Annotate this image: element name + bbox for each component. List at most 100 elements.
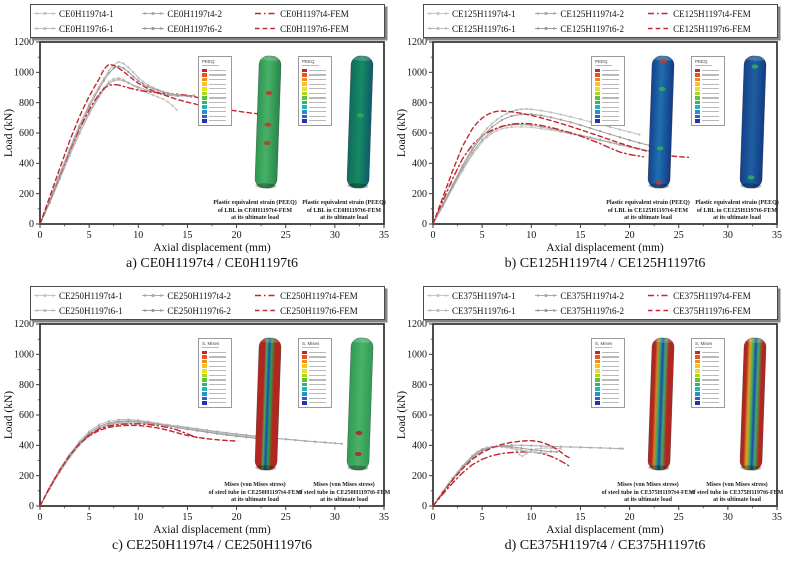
x-tick-label: 25	[281, 230, 291, 241]
y-tick-label: 0	[29, 501, 34, 512]
series-CE0H1197t6-2	[39, 65, 192, 225]
fem-inset: S, Mises Mises (von Mises stress) of steel…	[296, 336, 392, 508]
legend-entry-label: CE125H1197t6-1	[452, 23, 516, 34]
y-tick-label: 200	[412, 471, 427, 482]
inset-caption: Mises (von Mises stress) of steel tube in…	[689, 482, 785, 505]
plot-b: 0 5 10 15 20 25 30 35 0 200 400 600 800 1000 1200 Axial…	[396, 37, 782, 254]
inset-caption: Plastic equivalent strain (PEEQ) of LBL i…	[589, 200, 707, 223]
legend-entry-label: CE125H1197t4-1	[452, 8, 516, 19]
legend-entry-label: CE125H1197t4-2	[560, 8, 625, 19]
series-CE375H1197t4-FEM	[432, 451, 570, 507]
panel-caption-b: b) CE125H1197t4 / CE125H1197t6	[504, 256, 706, 271]
inset-caption-line: at its ultimate load	[624, 497, 672, 503]
fem-column-contour	[254, 55, 282, 189]
y-tick-label: 800	[19, 98, 34, 109]
legend-entry-label: CE375H1197t4-FEM	[673, 290, 751, 301]
y-tick-label: 400	[412, 441, 427, 452]
legend-entry: CE125H1197t6-2	[534, 24, 647, 34]
legend-entry-label: CE375H1197t4-2	[560, 290, 625, 301]
legend-box-d: CE375H1197t4-1 CE375H1197t4-2 CE375H1197t4…	[423, 286, 778, 320]
plot-a: 0 5 10 15 20 25 30 35 0 200 400 600 800 1000 1200 Axial…	[3, 37, 389, 254]
legend-entry-label: CE375H1197t6-2	[560, 305, 625, 316]
y-tick-label: 800	[19, 380, 34, 391]
legend-entry-label: CE0H1197t4-2	[167, 8, 223, 19]
legend-entry-label: CE125H1197t4-FEM	[673, 8, 751, 19]
y-axis-title: Load (kN)	[3, 391, 15, 439]
series-CE250H1197t6-FEM	[39, 424, 238, 507]
y-tick-label: 0	[422, 219, 427, 230]
y-tick-label: 600	[412, 128, 427, 139]
inset-caption-line: Plastic equivalent strain (PEEQ)	[213, 200, 297, 206]
legend-line-sample	[427, 26, 449, 31]
legend-line-sample	[648, 294, 671, 297]
fem-inset: PEEQ Plastic equivalent strain (PEEQ) of L…	[296, 54, 392, 226]
legend-entry-label: CE250H1197t4-FEM	[280, 290, 358, 301]
y-tick-label: 1000	[14, 68, 34, 79]
x-tick-label: 20	[232, 230, 242, 241]
contour-colorbar: PEEQ	[591, 56, 625, 127]
x-tick-label: 0	[38, 230, 43, 241]
legend-entry-label: CE250H1197t6-2	[167, 305, 232, 316]
fem-column-contour	[647, 337, 675, 471]
contour-colorbar: PEEQ	[198, 56, 232, 127]
y-tick-label: 1200	[14, 37, 34, 48]
legend-line-sample	[255, 294, 278, 297]
colorbar-title: S, Mises	[695, 341, 713, 346]
y-axis-title: Load (kN)	[396, 391, 408, 439]
inset-caption-line: of LBL in CE0H1197t6-FEM	[306, 207, 382, 214]
series-CE125H1197t4-2	[432, 124, 660, 225]
plot-d: 0 5 10 15 20 25 30 35 0 200 400 600 800 1000 1200 Axial…	[396, 319, 782, 536]
colorbar-title: PEEQ	[202, 59, 215, 64]
x-tick-label: 30	[330, 230, 340, 241]
inset-caption-line: Plastic equivalent strain (PEEQ)	[695, 200, 779, 206]
legend-entry: CE125H1197t6-FEM	[647, 24, 775, 34]
legend-line-sample	[34, 308, 56, 313]
inset-caption-line: of LBL in CE125H1197t4-FEM	[607, 207, 689, 214]
x-tick-label: 10	[133, 512, 143, 523]
x-axis-title: Axial displacement (mm)	[546, 242, 664, 254]
legend-box-a: CE0H1197t4-1 CE0H1197t4-2 CE0H1197t4-FEM CE…	[30, 4, 385, 38]
fem-column-contour	[254, 337, 282, 471]
legend-entry-label: CE0H1197t6-2	[167, 23, 223, 34]
y-tick-label: 200	[19, 471, 34, 482]
legend-entry: CE375H1197t6-FEM	[647, 306, 775, 316]
x-tick-label: 15	[575, 512, 585, 523]
legend-line-sample	[34, 11, 56, 16]
inset-caption-line: Mises (von Mises stress)	[617, 482, 679, 488]
legend-entry-label: CE0H1197t4-1	[59, 8, 114, 19]
y-tick-label: 200	[19, 189, 34, 200]
legend-entry-label: CE0H1197t4-FEM	[280, 8, 349, 19]
legend-entry-label: CE375H1197t6-1	[452, 305, 516, 316]
y-tick-label: 1000	[407, 350, 427, 361]
contour-colorbar: PEEQ	[691, 56, 725, 127]
legend-entry: CE375H1197t4-2	[534, 291, 647, 301]
legend-entry: CE0H1197t6-FEM	[254, 24, 382, 34]
legend-entry-label: CE0H1197t6-FEM	[280, 23, 349, 34]
inset-caption-line: of LBL in CE125H1197t6-FEM	[696, 207, 778, 214]
inset-caption-line: at its ultimate load	[320, 215, 368, 221]
legend-entry: CE125H1197t6-1	[426, 24, 534, 34]
contour-colorbar: S, Mises	[198, 338, 232, 409]
x-tick-label: 5	[480, 230, 485, 241]
legend-entry-label: CE250H1197t4-2	[167, 290, 232, 301]
series-CE125H1197t6-FEM	[432, 110, 690, 225]
y-tick-label: 0	[29, 219, 34, 230]
panel-a: CE0H1197t4-1 CE0H1197t4-2 CE0H1197t4-FEM CE…	[0, 0, 392, 282]
legend-entry: CE0H1197t4-FEM	[254, 9, 382, 19]
x-tick-label: 10	[526, 230, 536, 241]
legend-entry: CE0H1197t4-2	[141, 9, 254, 19]
fem-inset: PEEQ Plastic equivalent strain (PEEQ) of L…	[196, 54, 314, 226]
legend-line-sample	[255, 309, 278, 312]
legend-entry: CE125H1197t4-FEM	[647, 9, 775, 19]
y-tick-label: 600	[19, 410, 34, 421]
legend-entry: CE250H1197t6-2	[141, 306, 254, 316]
fem-inset: S, Mises Mises (von Mises stress) of steel…	[689, 336, 785, 508]
series-CE375H1197t6-1	[432, 446, 547, 507]
y-tick-label: 400	[19, 441, 34, 452]
legend-entry: CE0H1197t4-1	[33, 9, 141, 19]
y-tick-label: 0	[422, 501, 427, 512]
legend-box-c: CE250H1197t4-1 CE250H1197t4-2 CE250H1197t4…	[30, 286, 385, 320]
legend-line-sample	[255, 27, 278, 30]
y-tick-label: 1000	[407, 68, 427, 79]
